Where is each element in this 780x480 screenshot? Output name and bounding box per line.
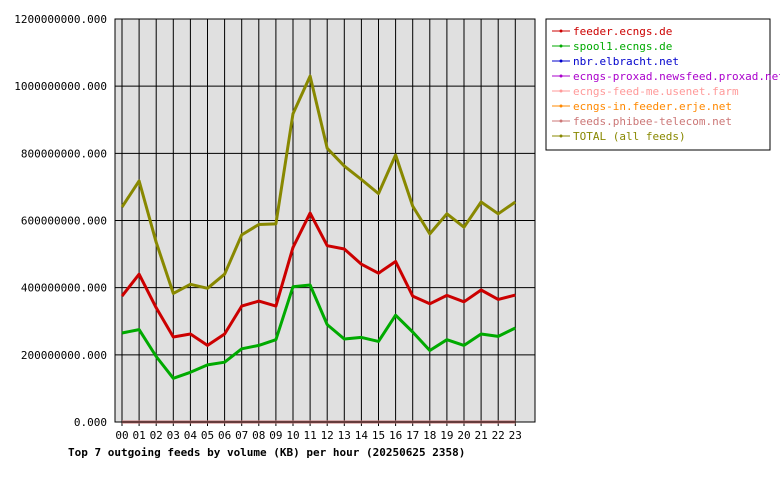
legend-label: ecngs-feed-me.usenet.farm [573, 85, 739, 98]
legend-marker [559, 74, 563, 78]
legend-label: ecngs-proxad.newsfeed.proxad.net [573, 70, 780, 83]
y-axis: 0.000 200000000.000 400000000.000 600000000… [14, 13, 107, 429]
x-tick-label: 08 [252, 429, 265, 442]
legend-label: spool1.ecngs.de [573, 40, 672, 53]
x-tick-label: 17 [406, 429, 419, 442]
legend-box [545, 18, 771, 151]
x-tick-label: 00 [115, 429, 128, 442]
chart-title: Top 7 outgoing feeds by volume (KB) per … [68, 446, 465, 459]
y-tick-label: 1200000000.000 [14, 13, 107, 26]
legend-marker [559, 59, 563, 63]
x-tick-label: 18 [423, 429, 436, 442]
x-tick-label: 21 [474, 429, 487, 442]
x-axis: 00 01 02 03 04 05 06 07 08 09 10 11 12 13 14 15 16 17 18 19… [115, 422, 522, 442]
x-tick-label: 05 [201, 429, 214, 442]
x-tick-label: 12 [321, 429, 334, 442]
legend-marker [559, 44, 563, 48]
series-line-7 [120, 74, 517, 295]
series-line-0 [120, 211, 516, 347]
x-tick-label: 09 [269, 429, 282, 442]
x-tick-label: 23 [509, 429, 522, 442]
y-tick-label: 800000000.000 [21, 147, 107, 160]
y-tick-label: 1000000000.000 [14, 80, 107, 93]
x-tick-label: 14 [355, 429, 369, 442]
x-tick-label: 01 [132, 429, 145, 442]
y-tick-label: 0.000 [74, 416, 107, 429]
legend-marker [559, 89, 563, 93]
x-tick-label: 11 [303, 429, 316, 442]
legend-label: feeder.ecngs.de [573, 25, 672, 38]
x-tick-label: 04 [184, 429, 198, 442]
y-tick-label: 600000000.000 [21, 215, 107, 228]
legend-marker [559, 104, 563, 108]
plot-border [114, 18, 536, 423]
legend-marker [559, 134, 563, 138]
legend: feeder.ecngs.de spool1.ecngs.de nbr.elbrac… [545, 18, 780, 151]
y-tick-label: 400000000.000 [21, 282, 107, 295]
x-tick-label: 03 [167, 429, 180, 442]
legend-marker [559, 29, 563, 33]
legend-label: feeds.phibee-telecom.net [573, 115, 732, 128]
x-tick-label: 10 [286, 429, 299, 442]
x-tick-label: 16 [389, 429, 402, 442]
legend-marker [559, 119, 563, 123]
x-tick-label: 19 [440, 429, 453, 442]
x-tick-label: 02 [150, 429, 163, 442]
x-tick-label: 20 [457, 429, 470, 442]
legend-label: nbr.elbracht.net [573, 55, 679, 68]
legend-label: TOTAL (all feeds) [573, 130, 686, 143]
x-tick-label: 15 [372, 429, 385, 442]
y-tick-label: 200000000.000 [21, 349, 107, 362]
x-tick-label: 07 [235, 429, 248, 442]
x-tick-label: 22 [492, 429, 505, 442]
series-line-1 [121, 283, 516, 380]
x-tick-label: 06 [218, 429, 231, 442]
x-tick-label: 13 [338, 429, 351, 442]
legend-label: ecngs-in.feeder.erje.net [573, 100, 732, 113]
